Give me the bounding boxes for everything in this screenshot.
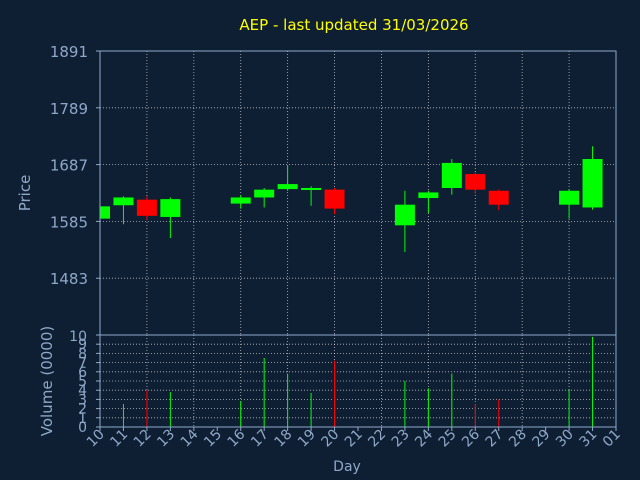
price-tick-label: 1585 <box>50 213 88 231</box>
candle-body-30 <box>559 190 580 205</box>
day-tick-label: 20 <box>318 427 342 451</box>
day-tick-label: 29 <box>530 427 554 451</box>
day-tick-label: 31 <box>576 427 600 451</box>
day-tick-label: 01 <box>600 427 624 451</box>
day-tick-label: 16 <box>225 426 249 450</box>
volume-axis-label: Volume (0000) <box>38 326 56 436</box>
candle-body-11 <box>113 197 134 206</box>
price-tick-label: 1891 <box>50 43 88 61</box>
price-axis-label: Price <box>16 175 34 212</box>
volume-tick-label: 1 <box>78 411 87 427</box>
volume-series <box>122 336 594 427</box>
day-tick-label: 17 <box>248 427 272 451</box>
volume-tick-label: 4 <box>78 383 87 399</box>
volume-tick-label: 5 <box>78 374 87 390</box>
candle-body-20 <box>324 189 345 209</box>
candle-body-25 <box>441 162 462 188</box>
volume-grid <box>100 335 616 427</box>
candle-body-27 <box>488 190 509 205</box>
candle-body-16 <box>230 197 251 204</box>
price-frame-rect <box>99 50 617 336</box>
day-axis-label: Day <box>333 459 361 475</box>
price-grid <box>100 51 616 335</box>
day-tick-label: 26 <box>459 426 483 450</box>
day-tick-label: 25 <box>436 427 460 451</box>
day-tick-label: 13 <box>154 427 178 451</box>
candle-body-23 <box>394 204 415 226</box>
day-tick-labels: 10 11 12 13 14 15 16 17 18 19 20 21 22 23 24 25 26 27 28 29… <box>84 426 624 450</box>
day-tick-label: 23 <box>389 427 413 451</box>
volume-tick-label: 9 <box>78 337 87 353</box>
day-tick-label: 27 <box>483 427 507 451</box>
volume-tick-label: 6 <box>78 365 87 381</box>
price-tick-label: 1687 <box>50 157 88 175</box>
chart-title: AEP - last updated 31/03/2026 <box>239 16 468 34</box>
day-tick-label: 22 <box>365 427 389 451</box>
candlestick-series <box>99 146 603 253</box>
day-tick-label: 28 <box>506 427 530 451</box>
day-tick-label: 21 <box>342 427 366 451</box>
volume-tick-label: 0 <box>78 420 87 436</box>
candle-body-18 <box>277 184 298 190</box>
day-tick-label: 15 <box>201 427 225 451</box>
day-tick-label: 12 <box>131 427 155 451</box>
candle-body-19 <box>301 187 322 190</box>
candle-body-31 <box>582 159 603 208</box>
price-tick-label: 1789 <box>50 100 88 118</box>
day-tick-label: 18 <box>272 427 296 451</box>
price-tick-labels: 1483 1585 1687 1789 1891 <box>50 43 100 288</box>
price-tick-label: 1483 <box>50 270 88 288</box>
volume-tick-label: 7 <box>78 356 87 372</box>
price-panel-frame <box>99 50 617 336</box>
volume-tick-label: 8 <box>78 346 87 362</box>
volume-tick-label: 3 <box>78 392 87 408</box>
candle-body-10 <box>100 206 110 219</box>
candle-body-12 <box>136 199 157 216</box>
candle-body-17 <box>254 189 275 198</box>
day-tick-label: 30 <box>553 427 577 451</box>
day-tick-label: 24 <box>412 426 436 450</box>
day-tick-label: 19 <box>295 427 319 451</box>
candle-body-13 <box>160 199 181 217</box>
candle-body-24 <box>418 192 439 199</box>
volume-tick-label: 2 <box>78 402 87 418</box>
day-tick-label: 10 <box>84 427 108 451</box>
day-tick-label: 14 <box>178 426 202 450</box>
volume-tick-label: 10 <box>69 329 87 345</box>
candle-body-26 <box>465 174 486 190</box>
day-tick-label: 11 <box>107 427 131 451</box>
